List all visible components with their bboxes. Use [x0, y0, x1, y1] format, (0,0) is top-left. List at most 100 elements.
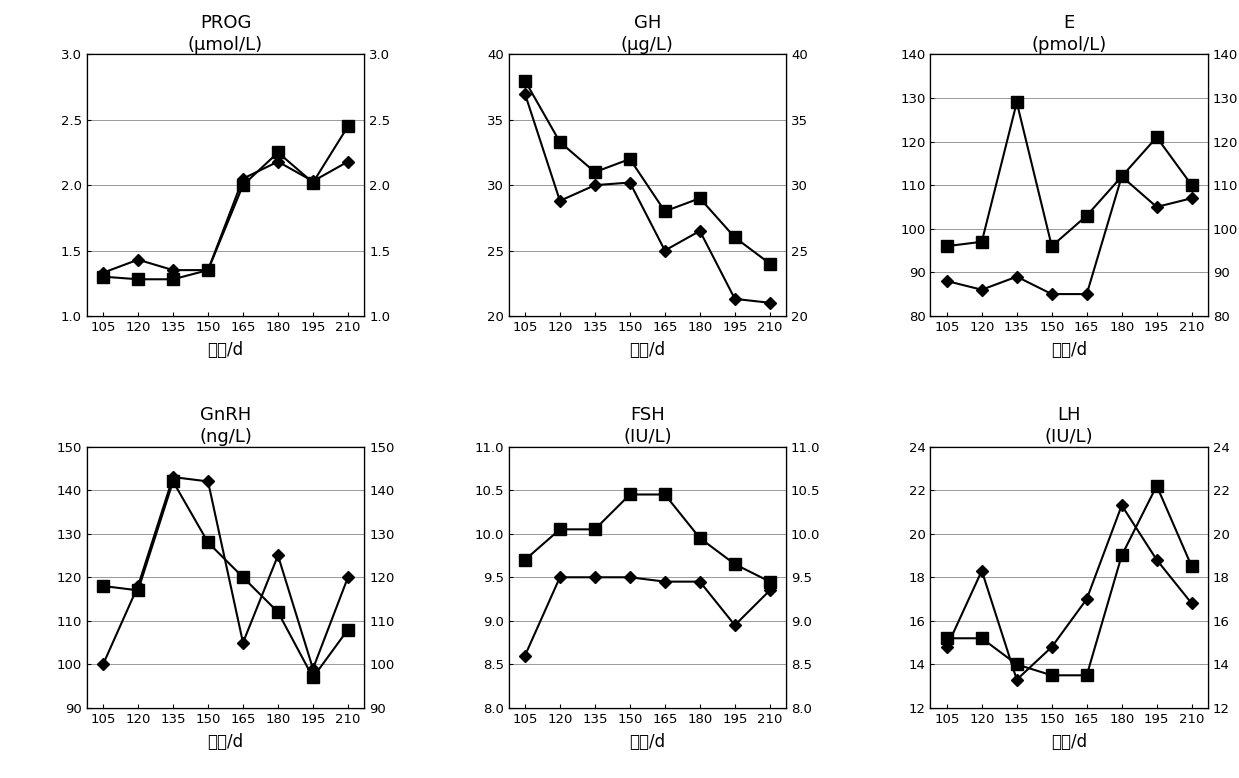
0.05%NCG [693, 194, 707, 203]
0.05%NCG [762, 259, 777, 268]
X-axis label: 日龄/d: 日龄/d [1051, 733, 1088, 751]
Control [166, 472, 181, 482]
0.05%NCG [341, 625, 356, 634]
Title: GH
(μg/L): GH (μg/L) [621, 14, 674, 54]
0.05%NCG [939, 633, 954, 643]
Title: PROG
(μmol/L): PROG (μmol/L) [188, 14, 263, 54]
Control [727, 621, 742, 630]
0.05%NCG [518, 76, 533, 86]
Control [727, 294, 742, 303]
X-axis label: 日龄/d: 日龄/d [1051, 341, 1088, 359]
Control [306, 177, 321, 186]
0.05%NCG [306, 178, 321, 187]
0.05%NCG [727, 233, 742, 242]
Line: Control: Control [943, 501, 1196, 684]
Line: 0.05%NCG: 0.05%NCG [519, 75, 776, 269]
Control [587, 573, 602, 582]
0.05%NCG [974, 633, 989, 643]
Control [1010, 675, 1025, 685]
0.05%NCG [201, 265, 216, 275]
Control [201, 477, 216, 486]
Control [235, 638, 250, 647]
Control [1079, 594, 1094, 604]
0.05%NCG [1114, 551, 1129, 560]
Control [974, 566, 989, 576]
Control [1079, 289, 1094, 299]
Line: Control: Control [943, 172, 1196, 298]
0.05%NCG [270, 608, 285, 617]
0.05%NCG [622, 490, 637, 499]
Control [341, 573, 356, 582]
0.05%NCG [939, 241, 954, 251]
Control [762, 586, 777, 595]
Control [974, 285, 989, 294]
Control [341, 157, 356, 166]
Control [939, 276, 954, 286]
Line: 0.05%NCG: 0.05%NCG [942, 96, 1197, 252]
Control [235, 174, 250, 184]
0.05%NCG [587, 524, 602, 534]
Control [1114, 501, 1129, 510]
0.05%NCG [306, 673, 321, 682]
0.05%NCG [553, 524, 567, 534]
Control [658, 246, 673, 255]
Title: FSH
(IU/L): FSH (IU/L) [623, 406, 672, 447]
Control [1044, 289, 1059, 299]
Control [130, 581, 145, 591]
0.05%NCG [1044, 671, 1059, 680]
Control [201, 265, 216, 275]
Control [270, 551, 285, 560]
0.05%NCG [518, 555, 533, 565]
0.05%NCG [1114, 172, 1129, 181]
Control [693, 226, 707, 236]
X-axis label: 日龄/d: 日龄/d [629, 341, 665, 359]
0.05%NCG [166, 275, 181, 284]
0.05%NCG [130, 586, 145, 595]
Control [95, 660, 110, 669]
Line: 0.05%NCG: 0.05%NCG [942, 480, 1197, 681]
Control [518, 651, 533, 661]
Control [1044, 643, 1059, 652]
0.05%NCG [762, 577, 777, 587]
0.05%NCG [658, 490, 673, 499]
Control [1010, 272, 1025, 282]
Control [1184, 194, 1199, 203]
Line: Control: Control [520, 89, 774, 307]
Line: 0.05%NCG: 0.05%NCG [98, 121, 353, 285]
Line: Control: Control [520, 573, 774, 660]
Line: Control: Control [99, 157, 352, 277]
Control [130, 255, 145, 265]
0.05%NCG [587, 167, 602, 177]
0.05%NCG [270, 148, 285, 157]
Control [762, 298, 777, 307]
0.05%NCG [201, 538, 216, 547]
Control [95, 268, 110, 278]
0.05%NCG [658, 207, 673, 216]
Control [166, 265, 181, 275]
X-axis label: 日龄/d: 日龄/d [207, 341, 244, 359]
Line: 0.05%NCG: 0.05%NCG [519, 489, 776, 587]
0.05%NCG [235, 573, 250, 582]
X-axis label: 日龄/d: 日龄/d [629, 733, 665, 751]
0.05%NCG [1010, 660, 1025, 669]
0.05%NCG [130, 275, 145, 284]
Control [306, 664, 321, 674]
Line: 0.05%NCG: 0.05%NCG [98, 476, 353, 683]
Title: LH
(IU/L): LH (IU/L) [1044, 406, 1094, 447]
Line: Control: Control [99, 473, 352, 673]
Control [658, 577, 673, 587]
Control [939, 643, 954, 652]
0.05%NCG [1079, 211, 1094, 220]
0.05%NCG [727, 559, 742, 569]
0.05%NCG [1184, 562, 1199, 571]
0.05%NCG [1150, 481, 1165, 490]
0.05%NCG [1150, 132, 1165, 142]
0.05%NCG [235, 180, 250, 190]
0.05%NCG [553, 138, 567, 147]
Control [1150, 202, 1165, 212]
Title: GnRH
(ng/L): GnRH (ng/L) [199, 406, 252, 447]
X-axis label: 日龄/d: 日龄/d [207, 733, 244, 751]
Control [1184, 599, 1199, 608]
0.05%NCG [622, 154, 637, 163]
0.05%NCG [95, 581, 110, 591]
